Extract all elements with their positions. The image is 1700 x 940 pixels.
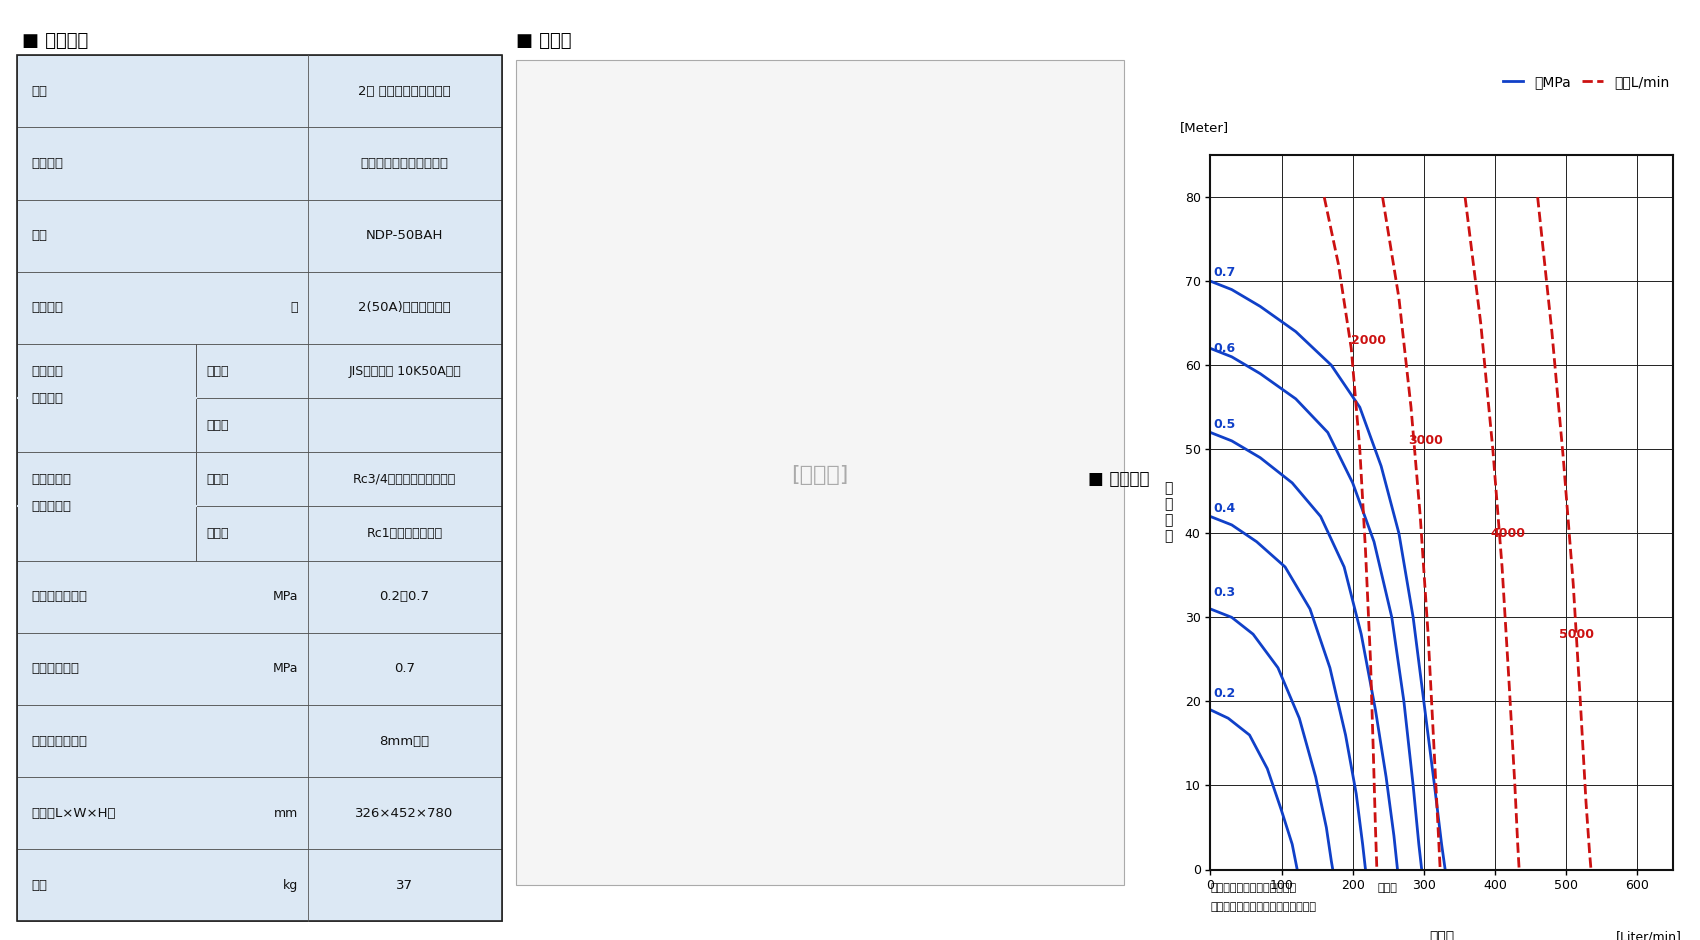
Text: 0.2: 0.2 (1214, 686, 1236, 699)
Text: ヤマダコーポレーション: ヤマダコーポレーション (360, 157, 449, 170)
Text: 0.6: 0.6 (1214, 342, 1236, 355)
Text: 寸法（L×W×H）: 寸法（L×W×H） (32, 807, 116, 820)
Text: メーカー: メーカー (32, 157, 63, 170)
Text: Rc1（マフラー付）: Rc1（マフラー付） (367, 527, 442, 540)
Text: 吐出量: 吐出量 (1430, 931, 1454, 940)
Text: MPa: MPa (272, 590, 298, 603)
Bar (17, 55, 501, 128)
Text: 型式: 型式 (32, 229, 48, 243)
Text: 0.7: 0.7 (394, 663, 415, 675)
Bar (17, 128, 501, 199)
Text: 常用エアー圧力: 常用エアー圧力 (32, 590, 87, 603)
Text: MPa: MPa (272, 663, 298, 675)
Bar (17, 199, 501, 272)
Y-axis label: 吐
出
揚
程: 吐 出 揚 程 (1164, 481, 1173, 543)
Text: NDP-50BAH: NDP-50BAH (366, 229, 444, 243)
Bar (17, 633, 501, 705)
Text: 0.4: 0.4 (1214, 502, 1236, 514)
Text: 吋: 吋 (291, 302, 298, 314)
Text: ■ 性能曲線: ■ 性能曲線 (1088, 470, 1149, 489)
Bar (17, 399, 501, 452)
Text: 重量: 重量 (32, 879, 48, 892)
Text: 破線のカーブはエアー消費量を示す: 破線のカーブはエアー消費量を示す (1210, 901, 1316, 912)
Text: 37: 37 (396, 879, 413, 892)
Bar (17, 344, 501, 399)
Text: kg: kg (282, 879, 297, 892)
Bar (17, 850, 501, 921)
Text: 8mm以下: 8mm以下 (379, 734, 430, 747)
Text: 供給口: 供給口 (206, 473, 228, 486)
Text: 実線のカーブは供給エアー圧: 実線のカーブは供給エアー圧 (1210, 883, 1297, 893)
Text: mm: mm (274, 807, 297, 820)
Text: 2吋 ダイアフラムポンプ: 2吋 ダイアフラムポンプ (359, 85, 450, 98)
Text: 3000: 3000 (1408, 434, 1443, 447)
Text: 2(50A)タケノコ出し: 2(50A)タケノコ出し (359, 302, 450, 314)
Text: [寸法図]: [寸法図] (792, 464, 848, 485)
Text: 0.2〜0.7: 0.2〜0.7 (379, 590, 430, 603)
Text: 材料接続: 材料接続 (32, 392, 63, 404)
Text: 吐出口: 吐出口 (206, 418, 228, 431)
Text: 0.7: 0.7 (1214, 266, 1236, 279)
Text: 5000: 5000 (1559, 628, 1595, 641)
Bar (17, 777, 501, 850)
Legend: －MPa, －－L/min: －MPa, －－L/min (1498, 70, 1674, 94)
Text: 0.3: 0.3 (1214, 586, 1236, 599)
Text: [Meter]: [Meter] (1180, 120, 1229, 133)
Bar (17, 560, 501, 633)
Text: エアー接続: エアー接続 (32, 473, 71, 486)
Bar (17, 705, 501, 777)
Text: ■ 製品仕様: ■ 製品仕様 (22, 33, 88, 51)
Text: 材料接続: 材料接続 (32, 365, 63, 378)
Text: 呼び口径: 呼び口径 (32, 302, 63, 314)
Text: 最大通過粒子径: 最大通過粒子径 (32, 734, 87, 747)
Text: 排気口: 排気口 (206, 527, 228, 540)
Text: 326×452×780: 326×452×780 (355, 807, 454, 820)
FancyBboxPatch shape (517, 60, 1124, 885)
Text: JISフランジ 10K50A相当: JISフランジ 10K50A相当 (348, 365, 461, 378)
Bar (17, 272, 501, 344)
Text: 2000: 2000 (1352, 334, 1385, 347)
Text: 吐出量: 吐出量 (1377, 883, 1397, 893)
Text: Rc3/4（エアーコック付）: Rc3/4（エアーコック付） (354, 473, 456, 486)
Bar (17, 452, 501, 507)
Text: [Liter/min]: [Liter/min] (1617, 931, 1681, 940)
Text: 4000: 4000 (1489, 526, 1525, 540)
Text: 吸込口: 吸込口 (206, 365, 228, 378)
Text: ■ 寸法図: ■ 寸法図 (517, 33, 571, 51)
Bar (17, 507, 501, 560)
Text: 最高吐出圧力: 最高吐出圧力 (32, 663, 80, 675)
Text: エアー接続: エアー接続 (32, 500, 71, 513)
Text: 0.5: 0.5 (1214, 417, 1236, 431)
Text: 品名: 品名 (32, 85, 48, 98)
